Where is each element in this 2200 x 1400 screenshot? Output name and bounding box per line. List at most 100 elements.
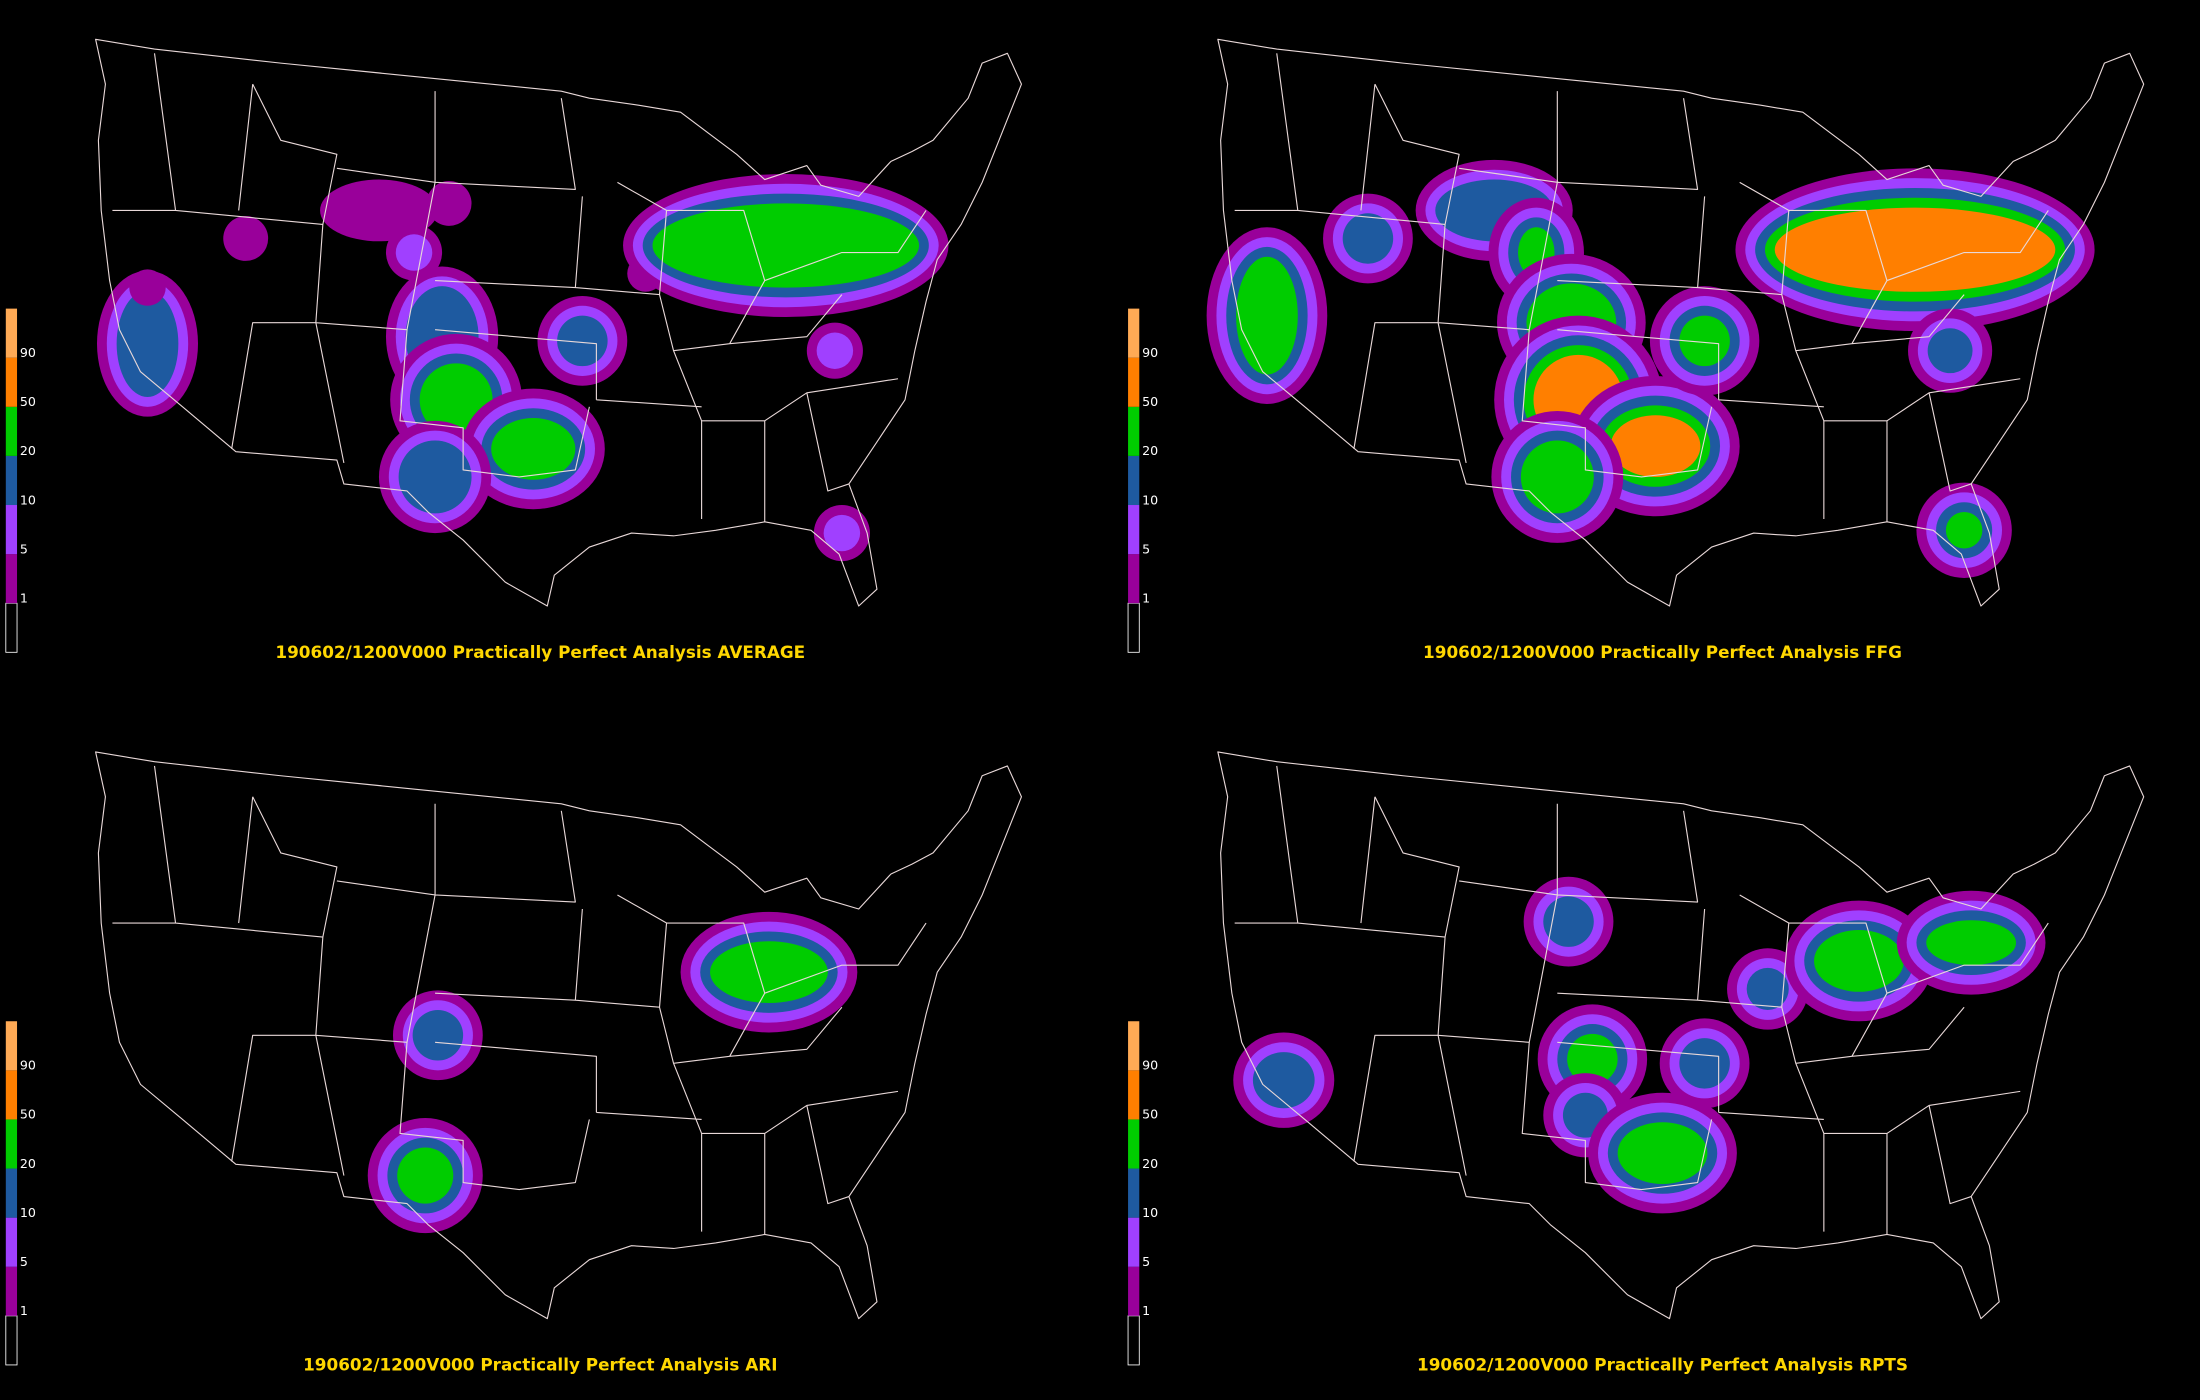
legend-label: 20: [20, 443, 36, 458]
probability-contour: [1926, 920, 2017, 966]
legend-band: [1128, 406, 1140, 456]
map-panel: 190602/1200V000 Practically Perfect Anal…: [5, 38, 1023, 662]
probability-contour: [1617, 1122, 1708, 1184]
legend-empty-band: [1127, 602, 1140, 653]
legend-band: [1128, 1168, 1140, 1218]
legend-band: [5, 554, 18, 604]
probability-contour: [223, 216, 269, 261]
legend: 1 5 10 20 50 90: [1127, 308, 1158, 653]
legend-band: [1128, 308, 1140, 358]
legend-band: [1128, 455, 1140, 506]
legend-band: [5, 455, 18, 506]
legend-label: 10: [1142, 1205, 1158, 1220]
probability-contour: [557, 315, 608, 367]
legend-band: [1128, 1021, 1140, 1071]
legend-label: 50: [20, 394, 36, 409]
legend-band: [5, 357, 18, 407]
legend-band: [1128, 1266, 1140, 1316]
map-panel: 190602/1200V000 Practically Perfect Anal…: [5, 751, 1023, 1375]
probability-contour: [398, 440, 472, 514]
legend-label: 20: [1142, 1156, 1158, 1171]
probability-contour: [116, 290, 179, 397]
panel-title: 190602/1200V000 Practically Perfect Anal…: [275, 642, 805, 662]
legend-label: 10: [1142, 492, 1158, 507]
legend: 1 5 10 20 50 90: [1127, 1021, 1158, 1366]
legend-empty-band: [1127, 1315, 1140, 1366]
probability-contour: [1927, 328, 1973, 374]
legend-label: 1: [20, 590, 28, 605]
legend-band: [1128, 554, 1140, 604]
probability-field: [1206, 159, 2095, 578]
panel-title: 190602/1200V000 Practically Perfect Anal…: [303, 1355, 777, 1375]
legend-label: 5: [1142, 541, 1150, 556]
legend-band: [5, 1168, 18, 1218]
probability-contour: [823, 514, 861, 552]
legend-label: 50: [1142, 1107, 1158, 1122]
legend-label: 90: [20, 1058, 36, 1073]
map-panel: 190602/1200V000 Practically Perfect Anal…: [1127, 38, 2145, 662]
probability-contour: [1236, 256, 1298, 375]
probability-contour: [426, 180, 472, 226]
legend-label: 20: [1142, 443, 1158, 458]
legend-band: [5, 1217, 18, 1267]
probability-contour: [397, 1147, 454, 1204]
legend: 1 5 10 20 50 90: [5, 308, 36, 653]
probability-contour: [129, 269, 166, 306]
probability-contour: [1814, 930, 1904, 992]
probability-contour: [1252, 1052, 1315, 1109]
legend-label: 90: [20, 345, 36, 360]
legend-label: 10: [20, 492, 36, 507]
legend-empty-band: [5, 1315, 18, 1366]
legend-band: [5, 1266, 18, 1316]
probability-contour: [395, 234, 433, 271]
legend-label: 50: [20, 1107, 36, 1122]
legend-label: 20: [20, 1156, 36, 1171]
legend-band: [1128, 357, 1140, 407]
probability-contour: [710, 941, 828, 1004]
probability-contour: [1679, 315, 1730, 367]
probability-contour: [816, 332, 854, 369]
probability-contour: [1774, 207, 2056, 292]
panels: 190602/1200V000 Practically Perfect Anal…: [5, 38, 2145, 1375]
probability-contour: [1543, 896, 1594, 947]
panel-title: 190602/1200V000 Practically Perfect Anal…: [1423, 642, 1902, 662]
legend-band: [5, 406, 18, 456]
probability-field: [1233, 876, 2046, 1214]
probability-contour: [1342, 213, 1394, 264]
legend-label: 90: [1142, 1058, 1158, 1073]
map-panel: 190602/1200V000 Practically Perfect Anal…: [1127, 751, 2145, 1375]
legend-label: 5: [1142, 1254, 1150, 1269]
legend-label: 1: [20, 1303, 28, 1318]
legend-band: [5, 308, 18, 358]
legend: 1 5 10 20 50 90: [5, 1021, 36, 1366]
legend-band: [5, 1070, 18, 1120]
legend-label: 5: [20, 541, 28, 556]
probability-contour: [652, 203, 920, 288]
state-boundaries: [95, 751, 1023, 1320]
probability-contour: [1679, 1038, 1730, 1089]
probability-contour: [1945, 512, 1983, 549]
probability-contour: [1746, 967, 1789, 1011]
legend-empty-band: [5, 602, 18, 653]
legend-label: 1: [1142, 590, 1150, 605]
probability-field: [367, 911, 858, 1234]
panel-title: 190602/1200V000 Practically Perfect Anal…: [1417, 1355, 1908, 1375]
probability-field: [96, 173, 949, 562]
legend-label: 5: [20, 1254, 28, 1269]
probability-contour: [412, 1010, 464, 1061]
probability-contour: [1610, 415, 1701, 477]
legend-label: 1: [1142, 1303, 1150, 1318]
legend-label: 50: [1142, 394, 1158, 409]
probability-contour: [1520, 440, 1594, 514]
probability-contour: [491, 418, 576, 480]
legend-band: [1128, 505, 1140, 555]
legend-band: [5, 1021, 18, 1071]
legend-band: [1128, 1070, 1140, 1120]
legend-band: [5, 505, 18, 555]
legend-label: 10: [20, 1205, 36, 1220]
legend-band: [5, 1119, 18, 1169]
legend-band: [1128, 1119, 1140, 1169]
legend-label: 90: [1142, 345, 1158, 360]
